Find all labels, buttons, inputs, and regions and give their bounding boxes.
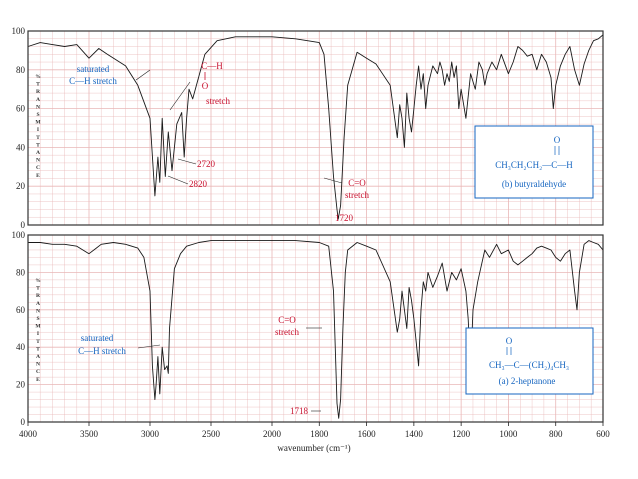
- peak-2720-pointer: [177, 158, 197, 165]
- peak-2820-pointer: [167, 175, 189, 185]
- y-axis-label-letter: N: [36, 104, 40, 110]
- y-axis-label-letter: %: [35, 278, 41, 284]
- y-tick-label: 100: [12, 230, 26, 240]
- y-axis-label-letter: T: [36, 142, 40, 148]
- spectrum-line: [27, 34, 604, 220]
- carbonyl-label: C=O: [348, 178, 366, 188]
- y-axis-label-letter: N: [36, 158, 40, 164]
- compound-name: (b) butyraldehyde: [502, 179, 566, 189]
- annotations: saturated C—H stretch C—H O stretch 2720…: [69, 61, 369, 223]
- structure-frame: [465, 327, 594, 395]
- plot-frame: [27, 234, 604, 423]
- y-axis-label-letter: E: [36, 173, 40, 179]
- y-axis-label-letter: T: [36, 135, 40, 141]
- y-axis-label-letter: S: [36, 316, 39, 322]
- aldehyde-ch-label: C—H: [201, 61, 223, 71]
- y-axis-label-letter: T: [36, 339, 40, 345]
- y-tick-label: 40: [16, 342, 26, 352]
- x-tick-label: 1600: [358, 429, 377, 439]
- y-axis-label-letter: C: [36, 165, 40, 171]
- structure-frame: [474, 125, 594, 199]
- structure-box-2-heptanone: O CH₃—C—(CH₂)₄CH₃ (a) 2-heptanone: [465, 327, 594, 395]
- y-axis-label-letter: M: [35, 120, 41, 126]
- y-axis-label-letter: I: [37, 331, 39, 337]
- y-axis-label-letter: T: [36, 346, 40, 352]
- y-axis-label-letter: %: [35, 74, 41, 80]
- x-axis: 4000 3500 3000 2500 2000 1800 1600 1400 1200 1000…: [19, 422, 610, 439]
- x-tick-label: 800: [549, 429, 563, 439]
- ch-stretch-label: C—H stretch: [69, 76, 117, 86]
- x-tick-label: 600: [596, 429, 610, 439]
- carbonyl-stretch-label: stretch: [345, 190, 369, 200]
- carbonyl-oxygen: O: [554, 135, 561, 145]
- saturated-label: saturated: [77, 64, 110, 74]
- y-tick-label: 100: [12, 26, 26, 36]
- x-axis-label: wavenumber (cm⁻¹): [277, 443, 350, 453]
- y-axis-label-letter: A: [36, 150, 40, 156]
- structure-box-butyraldehyde: O CH₃CH₂CH₂—C—H (b) butyraldehyde: [474, 125, 594, 199]
- y-axis-label-letter: A: [36, 97, 40, 103]
- compound-name: (a) 2-heptanone: [499, 376, 556, 386]
- carbonyl-pointer: [323, 177, 343, 184]
- y-axis-label-letter: M: [35, 324, 41, 330]
- y-axis-label-letter: E: [36, 377, 40, 383]
- y-axis-label-letter: I: [37, 127, 39, 133]
- aldehyde-stretch-label: stretch: [206, 96, 230, 106]
- y-axis-label-letter: R: [36, 293, 41, 299]
- x-tick-label: 4000: [19, 429, 38, 439]
- aldehyde-pointer: [169, 81, 191, 111]
- y-tick-label: 80: [16, 267, 26, 277]
- y-axis-label-letter: S: [36, 112, 39, 118]
- y-tick-label: 0: [21, 220, 26, 230]
- y-tick-label: 80: [16, 65, 26, 75]
- x-tick-label: 2500: [202, 429, 221, 439]
- y-tick-label: 60: [16, 104, 26, 114]
- x-tick-label: 1200: [452, 429, 471, 439]
- y-axis-label-letter: T: [36, 286, 40, 292]
- x-tick-label: 2000: [263, 429, 282, 439]
- y-axis-label-letter: N: [36, 362, 40, 368]
- carbonyl-oxygen: O: [506, 336, 513, 346]
- x-tick-label: 3500: [80, 429, 99, 439]
- y-tick-labels: 0 20 40 60 80 100: [12, 26, 26, 230]
- y-axis-label-letter: R: [36, 89, 41, 95]
- peak-1718-label: 1718: [290, 406, 309, 416]
- ch-stretch-label: C—H stretch: [78, 346, 126, 356]
- annotations: saturated C—H stretch C=O stretch 1718: [78, 315, 322, 416]
- y-tick-label: 0: [21, 417, 26, 427]
- x-tick-label: 1000: [499, 429, 518, 439]
- spectrum-line: [28, 240, 604, 419]
- carbonyl-label: C=O: [278, 315, 296, 325]
- y-tick-label: 20: [16, 181, 26, 191]
- x-tick-label: 1400: [405, 429, 424, 439]
- y-axis-label-letter: A: [36, 354, 40, 360]
- y-tick-label: 40: [16, 142, 26, 152]
- x-tick-label: 1800: [310, 429, 329, 439]
- peak-2820-label: 2820: [189, 179, 208, 189]
- y-tick-label: 20: [16, 380, 26, 390]
- x-tick-label: 3000: [141, 429, 160, 439]
- peak-1720-label: 1720: [335, 213, 354, 223]
- structure-formula: CH₃—C—(CH₂)₄CH₃: [489, 360, 569, 370]
- y-axis-label-letter: N: [36, 308, 40, 314]
- aldehyde-o-label: O: [202, 81, 209, 91]
- y-tick-labels: 0 20 40 60 80 100: [12, 230, 26, 427]
- y-axis-label-letter: T: [36, 82, 40, 88]
- y-axis-label-letter: C: [36, 369, 40, 375]
- saturated-pointer: [135, 69, 151, 81]
- y-tick-label: 60: [16, 305, 26, 315]
- y-axis-label-letter: A: [36, 301, 40, 307]
- structure-formula: CH₃CH₂CH₂—C—H: [495, 160, 573, 170]
- peak-2720-label: 2720: [197, 159, 216, 169]
- carbonyl-stretch-label: stretch: [275, 327, 299, 337]
- saturated-label: saturated: [81, 333, 114, 343]
- saturated-pointer: [137, 344, 161, 349]
- plot-frame: [27, 30, 604, 226]
